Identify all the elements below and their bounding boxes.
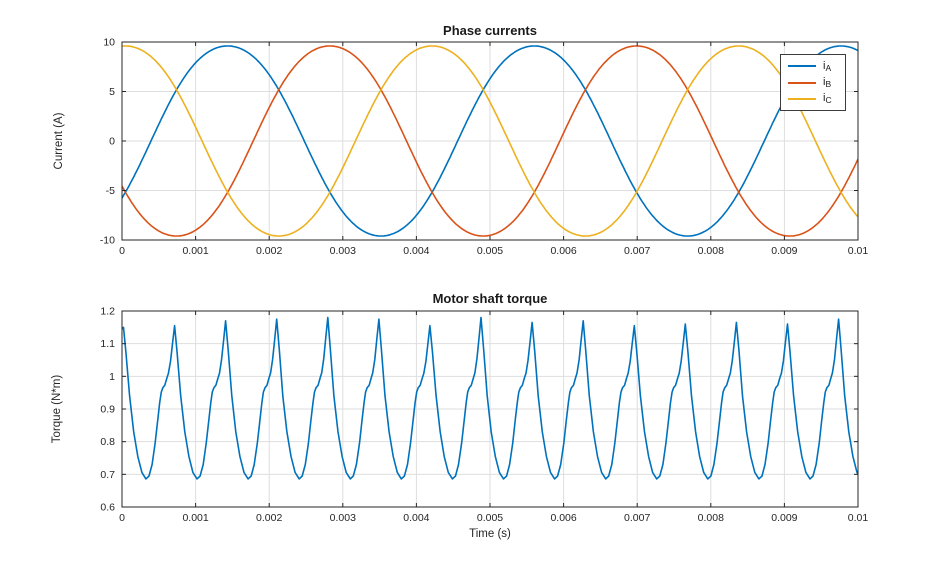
x-tick-label: 0.008 <box>698 512 724 524</box>
y-tick-label: 0.7 <box>100 469 115 481</box>
y-tick-label: 0 <box>109 136 115 148</box>
legend-line-sample-ib <box>788 81 816 84</box>
x-tick-label: 0.003 <box>330 245 356 257</box>
x-tick-label: 0.005 <box>477 512 503 524</box>
series-curve-torque <box>122 316 858 480</box>
chart2-x-axis-label: Time (s) <box>469 528 511 540</box>
legend-label-ib: iB <box>823 75 832 89</box>
x-tick-label: 0.006 <box>550 245 576 257</box>
curves-group <box>122 316 858 480</box>
legend: iA iB iC <box>780 54 846 111</box>
x-tick-label: 0.007 <box>624 512 650 524</box>
y-tick-label: 1.2 <box>100 306 115 318</box>
chart2-y-axis-label: Torque (N*m) <box>51 374 63 444</box>
x-tick-label: 0.009 <box>771 245 797 257</box>
x-tick-label: 0.01 <box>848 245 869 257</box>
y-tick-label: 0.6 <box>100 502 115 514</box>
x-tick-label: 0.004 <box>403 512 429 524</box>
y-tick-label: -10 <box>100 235 115 247</box>
legend-label-ic: iC <box>823 91 832 105</box>
legend-line-sample-ic <box>788 97 816 100</box>
x-tick-label: 0.004 <box>403 245 429 257</box>
x-tick-label: 0.006 <box>550 512 576 524</box>
chart-0: 0 0.001 0.002 0.003 0.004 0.005 0.006 0.007 0.00… <box>100 37 869 258</box>
series-curve-i_A <box>122 45 858 237</box>
legend-entry-ib: iB <box>788 75 840 89</box>
chart-1: 0 0.001 0.002 0.003 0.004 0.005 0.006 0.007 0.00… <box>100 306 869 525</box>
legend-entry-ic: iC <box>788 91 840 105</box>
x-tick-label: 0 <box>119 245 125 257</box>
x-tick-label: 0.002 <box>256 512 282 524</box>
y-tick-label: 1 <box>109 371 115 383</box>
x-tick-label: 0.003 <box>330 512 356 524</box>
x-tick-label: 0.007 <box>624 245 650 257</box>
y-tick-label: 0.9 <box>100 404 115 416</box>
legend-line-sample-ia <box>788 65 816 68</box>
curves-group <box>122 45 858 237</box>
chart1-y-axis-label: Current (A) <box>53 112 65 170</box>
x-tick-label: 0 <box>119 512 125 524</box>
x-tick-label: 0.008 <box>698 245 724 257</box>
y-tick-label: 10 <box>103 37 115 49</box>
x-tick-label: 0.009 <box>771 512 797 524</box>
x-tick-label: 0.001 <box>182 512 208 524</box>
chart1-title: Phase currents <box>443 23 537 38</box>
x-tick-label: 0.001 <box>182 245 208 257</box>
x-tick-label: 0.005 <box>477 245 503 257</box>
x-tick-label: 0.002 <box>256 245 282 257</box>
series-curve-i_B <box>122 45 858 237</box>
y-tick-label: 0.8 <box>100 436 115 448</box>
y-tick-label: 5 <box>109 86 115 98</box>
series-curve-i_C <box>122 45 858 237</box>
x-tick-label: 0.01 <box>848 512 869 524</box>
legend-entry-ia: iA <box>788 59 840 73</box>
legend-label-ia: iA <box>823 59 832 73</box>
y-tick-label: -5 <box>106 185 115 197</box>
chart2-title: Motor shaft torque <box>432 291 548 306</box>
y-tick-label: 1.1 <box>100 338 115 350</box>
